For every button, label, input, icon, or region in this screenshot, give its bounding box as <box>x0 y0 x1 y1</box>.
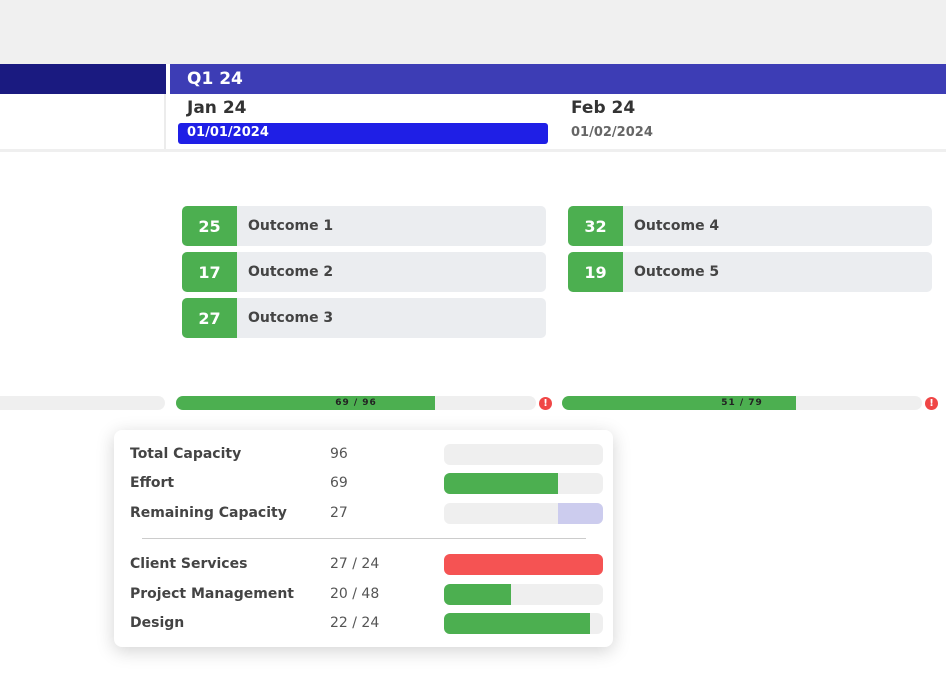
row-bar <box>444 444 603 465</box>
outcome-count: 32 <box>568 206 623 246</box>
summary-row-effort: Effort 69 <box>130 473 604 495</box>
row-value: 96 <box>330 446 348 462</box>
month-date: 01/02/2024 <box>571 125 653 140</box>
team-row-client-services: Client Services 27 / 24 <box>130 554 604 576</box>
header-divider <box>0 149 946 152</box>
outcome-label: Outcome 1 <box>248 218 334 234</box>
outcome-card[interactable]: 19 Outcome 5 <box>568 252 932 292</box>
outcome-count: 17 <box>182 252 237 292</box>
row-bar <box>444 613 603 634</box>
row-bar <box>444 584 603 605</box>
outcome-label: Outcome 3 <box>248 310 334 326</box>
month-name: Feb 24 <box>571 98 636 118</box>
outcome-label: Outcome 5 <box>634 264 720 280</box>
left-panel-subheader <box>0 94 166 150</box>
capacity-popup: Total Capacity 96 Effort 69 Remaining Ca… <box>114 430 613 647</box>
row-label: Remaining Capacity <box>130 505 287 521</box>
capacity-bar-jan[interactable]: 69 / 96 <box>176 396 536 410</box>
capacity-bar-left <box>0 396 165 410</box>
summary-row-remaining-capacity: Remaining Capacity 27 <box>130 503 604 525</box>
outcome-card[interactable]: 32 Outcome 4 <box>568 206 932 246</box>
row-bar <box>444 473 603 494</box>
warning-icon[interactable]: ! <box>925 397 938 410</box>
outcome-label: Outcome 4 <box>634 218 720 234</box>
outcome-card[interactable]: 25 Outcome 1 <box>182 206 546 246</box>
row-bar-fill <box>444 554 603 575</box>
row-value: 20 / 48 <box>330 586 380 602</box>
row-bar-fill <box>444 473 559 494</box>
outcome-label: Outcome 2 <box>248 264 334 280</box>
outcome-count: 27 <box>182 298 237 338</box>
row-label: Client Services <box>130 556 248 572</box>
left-panel-header <box>0 64 166 94</box>
row-label: Project Management <box>130 586 294 602</box>
row-label: Design <box>130 615 185 631</box>
capacity-fill <box>562 396 796 410</box>
capacity-fill <box>176 396 436 410</box>
active-date-bar[interactable]: 01/01/2024 <box>178 123 548 144</box>
row-label: Total Capacity <box>130 446 242 462</box>
capacity-text: 51 / 79 <box>721 398 763 408</box>
row-bar <box>444 503 603 524</box>
popup-divider <box>142 538 586 539</box>
row-bar-fill <box>444 613 591 634</box>
warning-icon[interactable]: ! <box>539 397 552 410</box>
outcome-count: 19 <box>568 252 623 292</box>
row-bar-fill <box>558 503 603 524</box>
outcome-count: 25 <box>182 206 237 246</box>
team-row-design: Design 22 / 24 <box>130 613 604 635</box>
outcome-card[interactable]: 27 Outcome 3 <box>182 298 546 338</box>
top-toolbar-area <box>0 0 946 64</box>
month-jan: Jan 24 <box>187 98 246 118</box>
quarter-header: Q1 24 <box>170 64 946 94</box>
row-value: 27 / 24 <box>330 556 380 572</box>
summary-row-total-capacity: Total Capacity 96 <box>130 444 604 466</box>
row-value: 22 / 24 <box>330 615 380 631</box>
month-feb: Feb 24 <box>571 98 635 118</box>
row-value: 27 <box>330 505 348 521</box>
month-name: Jan 24 <box>187 98 247 118</box>
capacity-text: 69 / 96 <box>335 398 377 408</box>
row-bar <box>444 554 603 575</box>
team-row-project-management: Project Management 20 / 48 <box>130 584 604 606</box>
capacity-bar-feb[interactable]: 51 / 79 <box>562 396 922 410</box>
outcome-card[interactable]: 17 Outcome 2 <box>182 252 546 292</box>
row-bar-fill <box>444 584 511 605</box>
row-label: Effort <box>130 475 175 491</box>
row-value: 69 <box>330 475 348 491</box>
